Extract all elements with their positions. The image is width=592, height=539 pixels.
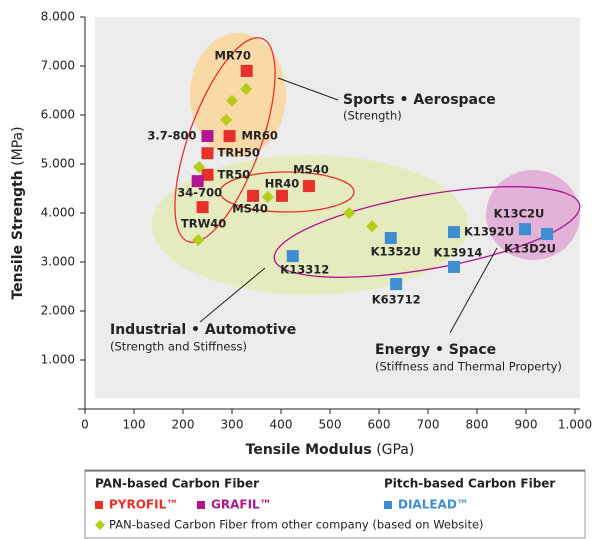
point-label: K13312 — [280, 263, 329, 277]
point-label: K1392U — [464, 225, 514, 239]
point-label: K13D2U — [504, 242, 556, 256]
x-tick-label: 100 — [123, 418, 146, 432]
diamond-point — [192, 233, 205, 246]
diamond-point — [193, 160, 206, 173]
pitch-outline — [273, 186, 581, 278]
annotation-title: Industrial • Automotive — [110, 322, 296, 338]
industrial-region — [152, 155, 468, 295]
x-tick-label: 400 — [270, 418, 293, 432]
annotation-subtitle: (Stiffness and Thermal Property) — [375, 360, 562, 374]
diamond-point — [220, 113, 233, 126]
pan-outline — [219, 171, 355, 213]
x-tick-label: 800 — [466, 418, 489, 432]
sports-region — [190, 33, 286, 157]
point-label: MS40 — [293, 163, 329, 177]
point-label: TR50 — [218, 167, 251, 181]
point-label: K13914 — [434, 245, 483, 259]
y-tick-label: 5.000 — [41, 157, 75, 171]
point-label: HR40 — [265, 176, 299, 190]
point-label: MR60 — [242, 129, 278, 143]
square-point — [384, 231, 397, 244]
legend-swatch — [384, 501, 392, 509]
square-point — [302, 180, 315, 193]
y-label: Tensile Strength — [10, 170, 26, 299]
square-point — [201, 130, 214, 143]
square-point — [196, 201, 209, 214]
square-point — [541, 228, 554, 241]
point-label: K1352U — [371, 244, 421, 258]
x-tick-label: 700 — [417, 418, 440, 432]
leader-line — [277, 77, 339, 101]
legend-label: DIALEAD™ — [398, 498, 469, 512]
y-unit: (MPa) — [10, 126, 26, 165]
legend-group: PAN-based Carbon Fiber — [95, 477, 259, 491]
y-tick-label: 2.000 — [41, 304, 75, 318]
y-tick-label: 6.000 — [41, 108, 75, 122]
annotation-title: Energy • Space — [375, 342, 496, 358]
legend-label: PYROFIL™ — [109, 498, 178, 512]
energy-region — [486, 170, 580, 260]
point-label: MR70 — [215, 48, 251, 62]
point-label: 34-700 — [177, 186, 222, 200]
legend — [84, 469, 586, 539]
square-point — [447, 260, 460, 273]
x-tick-label: 0 — [81, 418, 89, 432]
annotation-subtitle: (Strength) — [343, 109, 402, 123]
x-tick-label: 300 — [221, 418, 244, 432]
square-point — [275, 189, 288, 202]
diamond-point — [261, 190, 274, 203]
square-point — [447, 226, 460, 239]
legend-group: Pitch-based Carbon Fiber — [384, 477, 555, 491]
legend-label: PAN-based Carbon Fiber from other compan… — [109, 518, 484, 532]
square-point — [201, 147, 214, 160]
y-tick-label: 4.000 — [41, 206, 75, 220]
annotation-title: Sports • Aerospace — [343, 92, 496, 108]
legend-label: GRAFIL™ — [211, 498, 272, 512]
diamond-point — [343, 207, 356, 219]
square-point — [240, 64, 253, 77]
point-label: TRH50 — [218, 146, 260, 160]
square-point — [286, 250, 299, 263]
leader-line — [449, 247, 498, 334]
diamond-point — [366, 220, 379, 233]
y-tick-label: 1.000 — [41, 353, 75, 367]
x-tick-label: 900 — [515, 418, 538, 432]
x-tick-label: 600 — [368, 418, 391, 432]
y-axis-title: Tensile Strength (MPa) — [10, 126, 26, 299]
y-tick-label: 3.000 — [41, 255, 75, 269]
x-tick-label: 1.000 — [558, 418, 592, 432]
x-label: Tensile Modulus — [246, 442, 372, 458]
annotation-subtitle: (Strength and Stiffness) — [110, 340, 247, 354]
x-axis-title: Tensile Modulus (GPa) — [246, 442, 415, 458]
point-label: MS40 — [232, 201, 268, 215]
point-label: TRW40 — [181, 217, 226, 231]
y-tick-label: 7.000 — [41, 59, 75, 73]
diamond-point — [240, 83, 253, 96]
diamond-point — [226, 94, 238, 107]
point-label: 3.7-800 — [147, 129, 196, 143]
square-point — [223, 130, 236, 143]
point-label: K13C2U — [494, 207, 545, 221]
square-point — [191, 175, 204, 188]
square-point — [247, 189, 260, 202]
legend-swatch — [197, 501, 205, 509]
square-point — [519, 223, 532, 236]
square-point — [390, 278, 403, 291]
point-label: K63712 — [372, 293, 421, 307]
pan-outline — [174, 37, 276, 243]
x-tick-label: 200 — [172, 418, 195, 432]
x-tick-label: 500 — [319, 418, 342, 432]
legend-swatch — [95, 520, 105, 530]
x-unit: (GPa) — [376, 442, 414, 458]
legend-swatch — [95, 501, 103, 509]
y-tick-label: 8.000 — [41, 10, 75, 24]
square-point — [201, 168, 214, 181]
leader-line — [199, 267, 266, 323]
